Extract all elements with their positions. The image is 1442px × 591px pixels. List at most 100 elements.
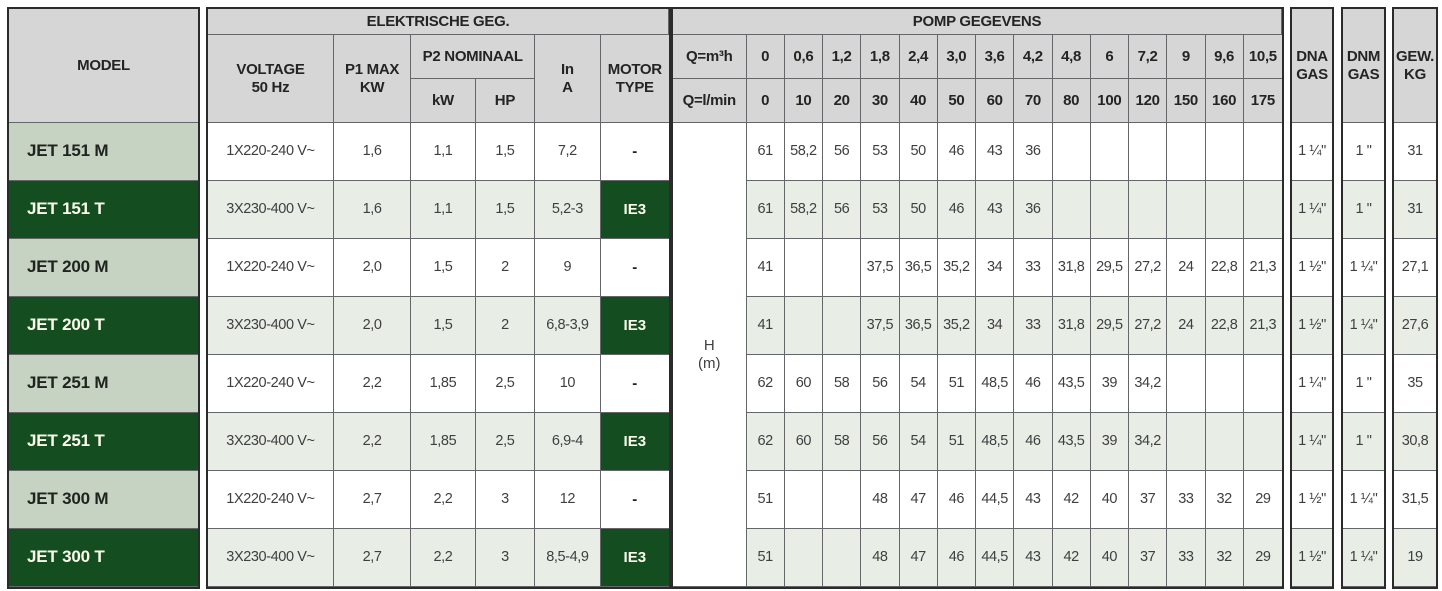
dna-cell: 1 ½"	[1292, 529, 1332, 587]
head-value-cell: 34	[976, 297, 1015, 355]
p2-kw-header: kW	[411, 79, 476, 123]
p2-hp-cell: 2	[475, 239, 536, 297]
p2-kw-cell: 1,5	[411, 239, 476, 297]
motor-type-cell: IE3	[600, 413, 669, 471]
head-value-cell: 54	[899, 413, 938, 471]
head-value-cell: 27,2	[1129, 239, 1168, 297]
flow-m3h-cell: 0,6	[784, 35, 823, 79]
model-cell: JET 251 T	[9, 413, 198, 471]
flow-lmin-cell: 70	[1014, 79, 1053, 123]
head-value-cell: 36	[1014, 123, 1053, 181]
head-value-cell: 44,5	[976, 471, 1015, 529]
dnm-cell: 1 "	[1343, 181, 1384, 239]
dnm-cell: 1 "	[1343, 413, 1384, 471]
flow-m3h-cell: 1,8	[861, 35, 900, 79]
flow-lmin-cell: 160	[1205, 79, 1244, 123]
head-value-cell: 39	[1090, 355, 1129, 413]
head-value-cell: 22,8	[1205, 239, 1244, 297]
p2-kw-cell: 1,1	[411, 123, 476, 181]
flow-lmin-cell: 10	[784, 79, 823, 123]
head-value-cell: 29	[1243, 471, 1282, 529]
dna-gas-column: DNA GAS 1 ¼" 1 ¼" 1 ½" 1 ½" 1 ¼" 1 ¼" 1 ½" 1 ½"	[1290, 7, 1334, 589]
head-value-cell: 36,5	[899, 297, 938, 355]
in-a-cell: 6,8-3,9	[535, 297, 601, 355]
model-cell: JET 200 M	[9, 239, 198, 297]
head-value-cell: 60	[784, 413, 823, 471]
in-a-cell: 10	[535, 355, 601, 413]
head-value-cell: 46	[937, 181, 976, 239]
head-value-cell: 41	[746, 239, 785, 297]
in-a-cell: 12	[535, 471, 601, 529]
flow-lmin-cell: 175	[1243, 79, 1282, 123]
head-value-cell: 37	[1129, 471, 1168, 529]
p1max-cell: 2,7	[333, 529, 412, 587]
dna-cell: 1 ½"	[1292, 239, 1332, 297]
p2-kw-cell: 1,5	[411, 297, 476, 355]
head-value-cell: 51	[746, 529, 785, 587]
head-value-cell: 32	[1205, 529, 1244, 587]
dnm-cell: 1 ¼"	[1343, 529, 1384, 587]
motor-type-cell: -	[600, 123, 669, 181]
head-value-cell: 40	[1090, 471, 1129, 529]
flow-m3h-cell: 9	[1167, 35, 1206, 79]
voltage-cell: 1X220-240 V~	[208, 355, 334, 413]
head-value-cell: 34	[976, 239, 1015, 297]
voltage-cell: 3X230-400 V~	[208, 297, 334, 355]
p2-hp-cell: 2,5	[475, 355, 536, 413]
p1max-header: P1 MAX KW	[333, 35, 412, 123]
dna-cell: 1 ½"	[1292, 297, 1332, 355]
head-value-cell: 56	[861, 355, 900, 413]
p1max-cell: 1,6	[333, 123, 412, 181]
model-column: MODEL JET 151 M JET 151 T JET 200 M JET 200…	[7, 7, 200, 589]
head-value-cell: 62	[746, 355, 785, 413]
head-value-cell: 34,2	[1129, 355, 1168, 413]
dnm-cell: 1 ¼"	[1343, 239, 1384, 297]
head-value-cell: 56	[823, 181, 862, 239]
head-value-cell: 29,5	[1090, 297, 1129, 355]
head-value-cell: 29	[1243, 529, 1282, 587]
head-value-cell: 33	[1167, 471, 1206, 529]
dnm-cell: 1 "	[1343, 355, 1384, 413]
flow-m3h-cell: 4,2	[1014, 35, 1053, 79]
head-value-cell: 33	[1014, 297, 1053, 355]
model-cell: JET 300 T	[9, 529, 198, 587]
head-value-cell: 46	[937, 529, 976, 587]
head-value-cell: 40	[1090, 529, 1129, 587]
head-value-cell	[1052, 181, 1091, 239]
gew-cell: 31,5	[1394, 471, 1436, 529]
gew-kg-header: GEW. KG	[1394, 9, 1436, 123]
voltage-cell: 1X220-240 V~	[208, 123, 334, 181]
flow-m3h-cell: 7,2	[1129, 35, 1168, 79]
head-value-cell: 46	[1014, 413, 1053, 471]
head-value-cell	[1243, 181, 1282, 239]
q-m3h-header: Q=m³h	[673, 35, 747, 79]
dna-cell: 1 ¼"	[1292, 123, 1332, 181]
head-value-cell: 62	[746, 413, 785, 471]
head-value-cell: 37,5	[861, 239, 900, 297]
motor-type-cell: IE3	[600, 529, 669, 587]
gew-cell: 27,6	[1394, 297, 1436, 355]
voltage-cell: 3X230-400 V~	[208, 413, 334, 471]
dnm-cell: 1 "	[1343, 123, 1384, 181]
dnm-cell: 1 ¼"	[1343, 471, 1384, 529]
head-value-cell: 43	[1014, 471, 1053, 529]
in-a-cell: 9	[535, 239, 601, 297]
head-value-cell	[1167, 355, 1206, 413]
flow-m3h-cell: 4,8	[1052, 35, 1091, 79]
p2-kw-cell: 1,1	[411, 181, 476, 239]
in-a-cell: 6,9-4	[535, 413, 601, 471]
pump-group-header: POMP GEGEVENS	[673, 9, 1282, 35]
model-cell: JET 300 M	[9, 471, 198, 529]
head-value-cell	[1090, 181, 1129, 239]
head-value-cell	[823, 529, 862, 587]
head-value-cell: 43	[1014, 529, 1053, 587]
head-value-cell: 31,8	[1052, 239, 1091, 297]
head-value-cell: 24	[1167, 239, 1206, 297]
p1max-cell: 2,0	[333, 297, 412, 355]
p2-hp-cell: 2,5	[475, 413, 536, 471]
head-value-cell	[823, 471, 862, 529]
head-value-cell: 58,2	[784, 181, 823, 239]
p2-kw-cell: 1,85	[411, 355, 476, 413]
head-value-cell	[823, 239, 862, 297]
head-value-cell	[1243, 123, 1282, 181]
